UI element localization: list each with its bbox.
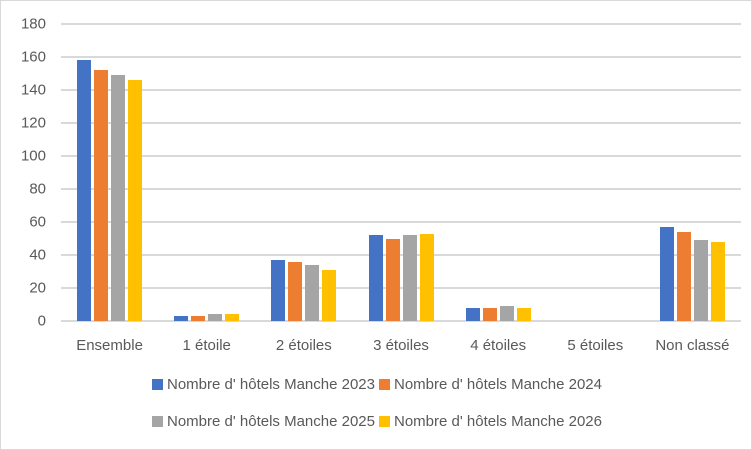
bar <box>271 259 286 321</box>
x-tick-label: 3 étoiles <box>373 337 429 354</box>
bar-group <box>465 24 531 322</box>
bar-group <box>659 24 725 322</box>
plot-area <box>61 23 741 322</box>
gridline <box>61 23 741 25</box>
gridline <box>61 320 741 322</box>
x-tick-label: 2 étoiles <box>275 337 332 354</box>
bar <box>174 316 189 321</box>
x-tick-label: 4 étoiles <box>470 337 527 354</box>
bar <box>402 235 417 321</box>
legend-swatch-icon <box>152 416 163 427</box>
bar <box>368 235 383 321</box>
x-tick-label: Ensemble <box>76 337 143 354</box>
bar <box>465 307 480 321</box>
y-tick-label: 60 <box>29 213 46 231</box>
x-tick-label: Non classé <box>655 337 730 354</box>
y-tick-label: 160 <box>20 48 46 66</box>
bar <box>225 314 240 321</box>
gridline <box>61 56 741 58</box>
y-tick-label: 80 <box>29 180 46 198</box>
y-tick-label: 0 <box>37 312 46 330</box>
legend-label: Nombre d' hôtels Manche 2023 <box>167 376 375 393</box>
legend-swatch-icon <box>379 379 390 390</box>
y-tick-label: 180 <box>20 15 46 33</box>
y-tick-label: 40 <box>29 246 46 264</box>
bar <box>94 70 109 321</box>
gridline <box>61 122 741 124</box>
bar <box>419 233 434 321</box>
bar <box>710 241 725 321</box>
y-tick-label: 120 <box>20 114 46 132</box>
gridline <box>61 287 741 289</box>
bar <box>77 60 92 321</box>
y-tick-label: 140 <box>20 81 46 99</box>
bar-group <box>563 24 628 322</box>
legend-item: Nombre d' hôtels Manche 2025 <box>152 413 375 430</box>
bar <box>385 238 400 321</box>
legend-label: Nombre d' hôtels Manche 2026 <box>394 413 602 430</box>
bar <box>322 269 337 321</box>
y-tick-label: 100 <box>20 147 46 165</box>
x-tick-label: 5 étoiles <box>567 337 624 354</box>
legend-row: Nombre d' hôtels Manche 2025 Nombre d' hô… <box>1 413 752 430</box>
bar <box>208 314 223 321</box>
legend-row: Nombre d' hôtels Manche 2023 Nombre d' hô… <box>1 376 752 393</box>
legend-item: Nombre d' hôtels Manche 2024 <box>379 376 602 393</box>
legend-label: Nombre d' hôtels Manche 2024 <box>394 376 602 393</box>
gridline <box>61 188 741 190</box>
y-tick-label: 20 <box>29 279 46 297</box>
gridline <box>61 221 741 223</box>
bar <box>693 240 708 321</box>
bar-group <box>271 24 337 322</box>
bar <box>499 306 514 321</box>
legend-item: Nombre d' hôtels Manche 2026 <box>379 413 602 430</box>
bar-group <box>174 24 240 322</box>
legend-item: Nombre d' hôtels Manche 2023 <box>152 376 375 393</box>
gridline <box>61 254 741 256</box>
bar <box>111 75 126 321</box>
gridline <box>61 89 741 91</box>
bar <box>191 316 206 321</box>
bar <box>128 80 143 321</box>
bar-group <box>77 24 143 322</box>
gridline <box>61 155 741 157</box>
bar <box>482 307 497 321</box>
bar <box>516 307 531 321</box>
x-tick-label: 1 étoile <box>182 337 231 354</box>
legend-swatch-icon <box>152 379 163 390</box>
bar <box>305 264 320 321</box>
bar-group <box>368 24 434 322</box>
legend-swatch-icon <box>379 416 390 427</box>
bar <box>676 231 691 321</box>
bar <box>659 226 674 321</box>
legend-label: Nombre d' hôtels Manche 2025 <box>167 413 375 430</box>
bar <box>288 261 303 321</box>
